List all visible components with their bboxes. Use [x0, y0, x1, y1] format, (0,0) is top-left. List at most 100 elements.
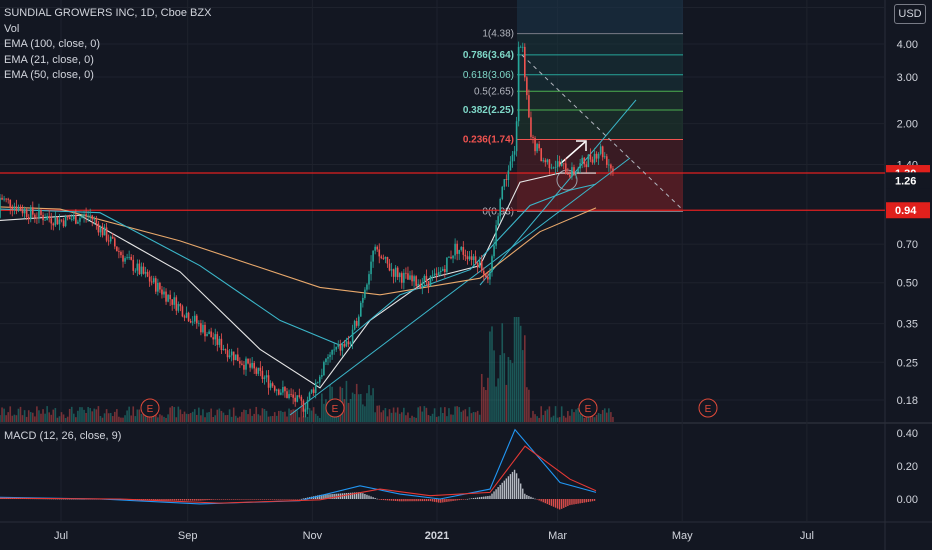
legend-ema50[interactable]: EMA (50, close, 0): [4, 69, 94, 81]
macd-histogram-bar: [581, 499, 583, 503]
fib-level-label: 0.5(2.65): [474, 86, 514, 97]
macd-histogram-bar: [503, 480, 505, 499]
candle-body: [300, 396, 303, 401]
macd-histogram-bar: [362, 493, 364, 499]
volume-bar: [351, 392, 354, 422]
candle-body: [442, 268, 444, 271]
macd-histogram-bar: [237, 499, 239, 500]
volume-bar: [224, 415, 227, 422]
candle-body: [593, 153, 596, 163]
volume-bar: [103, 413, 106, 422]
price-tag-label: 0.94: [895, 205, 917, 217]
legend-ema100[interactable]: EMA (100, close, 0): [4, 38, 100, 50]
volume-bar: [454, 406, 456, 422]
volume-bar: [60, 412, 63, 422]
volume-bar: [138, 409, 141, 422]
volume-bar: [17, 408, 20, 422]
macd-histogram-bar: [589, 499, 592, 502]
candle-body: [501, 186, 504, 199]
volume-bar: [181, 414, 184, 422]
macd-histogram-bar: [513, 469, 516, 499]
volume-bar: [608, 408, 610, 422]
volume-bar: [109, 412, 112, 422]
candle-body: [349, 342, 352, 345]
macd-histogram-bar: [530, 496, 532, 499]
macd-histogram-bar: [380, 499, 382, 500]
candle-body: [343, 343, 346, 347]
macd-histogram-bar: [452, 499, 454, 501]
candle-body: [87, 215, 89, 217]
volume-bar: [9, 406, 12, 422]
macd-legend[interactable]: MACD (12, 26, close, 9): [4, 430, 122, 442]
volume-bar: [571, 409, 573, 422]
volume-bar: [569, 415, 571, 422]
candle-body: [265, 375, 268, 378]
candle-body: [403, 272, 405, 283]
candle-body: [454, 243, 456, 256]
volume-bar: [275, 415, 278, 422]
macd-histogram-bar: [374, 497, 376, 499]
candle-body: [478, 260, 481, 268]
candle-body: [23, 209, 26, 214]
candle-body: [185, 312, 188, 318]
currency-button[interactable]: USD: [894, 4, 926, 24]
candle-body: [489, 272, 491, 280]
fib-level-label: 0.236(1.74): [463, 135, 514, 146]
candle-body: [503, 179, 506, 187]
candle-body: [161, 289, 163, 295]
candle-body: [610, 164, 612, 169]
candle-body: [515, 121, 518, 152]
volume-bar: [278, 410, 280, 422]
volume-bar: [517, 317, 520, 422]
candle-body: [347, 341, 350, 345]
volume-bar: [435, 416, 438, 422]
volume-bar: [483, 387, 485, 422]
trend-lines[interactable]: [0, 54, 885, 416]
candle-body: [167, 294, 169, 302]
macd-histogram-bar: [187, 499, 190, 501]
volume-bar: [542, 415, 545, 422]
candle-body: [15, 206, 18, 212]
candle-body: [491, 256, 493, 273]
earnings-marker-circle: [578, 398, 598, 418]
candle-body: [546, 159, 549, 163]
legend-ema21[interactable]: EMA (21, close, 0): [4, 53, 94, 66]
macd-histogram-bar: [544, 499, 546, 504]
earnings-marker-label: E: [332, 404, 339, 415]
fib-retracement[interactable]: 1(4.38) 0.786(3.64) 0.618(3.06) 0.5(2.65) 0.…: [463, 0, 683, 217]
volume-bar: [298, 417, 301, 422]
axes: 5.504.003.002.001.400.700.500.350.250.18…: [54, 2, 930, 542]
volume-bar: [554, 406, 557, 422]
candle-body: [485, 274, 487, 277]
candle-body: [40, 209, 42, 215]
macd-histogram-bar: [251, 499, 253, 500]
macd-histogram-bar: [394, 499, 397, 501]
candle-body: [415, 276, 417, 286]
candle-body: [351, 329, 354, 343]
candle-body: [325, 358, 327, 363]
macd-histogram-bar: [278, 499, 280, 500]
volume-bar: [439, 407, 442, 422]
macd-histogram-bar: [493, 491, 495, 499]
volume-bar: [179, 409, 182, 422]
macd-histogram-bar: [378, 499, 380, 500]
candle-body: [384, 256, 387, 259]
volume-bar: [423, 406, 426, 422]
candle-body: [378, 249, 381, 257]
volume-bar: [46, 406, 48, 422]
candle-body: [142, 266, 145, 274]
legend-vol[interactable]: Vol: [4, 22, 20, 35]
macd-histogram-bar: [296, 499, 298, 500]
volume-bar: [265, 410, 268, 422]
candle-body: [560, 163, 563, 167]
candle-body: [107, 240, 110, 242]
x-tick-label: Jul: [54, 530, 68, 542]
volume-bar: [485, 390, 487, 422]
ema-lines: [0, 172, 597, 389]
candle-body: [263, 377, 266, 379]
volume-bar: [401, 412, 403, 422]
volume-bar: [173, 407, 176, 422]
symbol-title[interactable]: SUNDIAL GROWERS INC, 1D, Cboe BZX: [4, 7, 212, 19]
